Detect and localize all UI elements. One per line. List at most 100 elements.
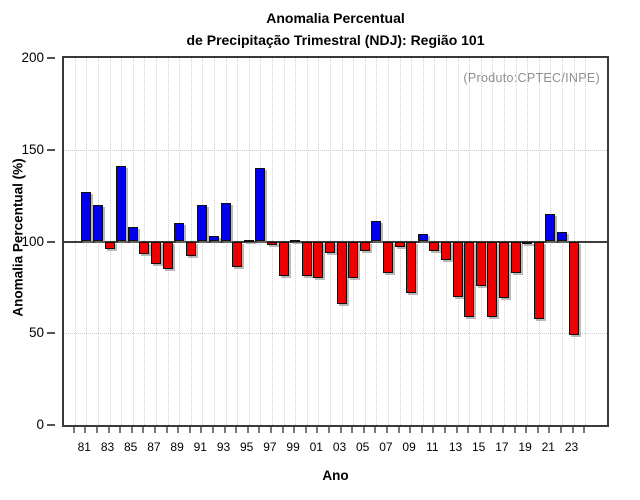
y-tick-label-200: 200 [21, 50, 44, 65]
x-tick-1987 [153, 427, 156, 433]
x-tick-1983 [107, 427, 110, 433]
x-tick-label-17: 17 [495, 440, 509, 454]
bar-2019 [522, 241, 533, 244]
x-tick-label-21: 21 [541, 440, 555, 454]
bar-1992 [208, 235, 219, 242]
x-tick-2005 [362, 427, 365, 433]
x-tick-2004 [351, 427, 354, 433]
bar-1984 [116, 166, 127, 242]
x-tick-1990 [188, 427, 191, 433]
y-tick-50 [47, 332, 55, 335]
bar-2007 [382, 241, 393, 273]
x-tick-label-23: 23 [564, 440, 579, 454]
bar-2017 [498, 241, 509, 299]
x-tick-label-15: 15 [472, 440, 486, 454]
x-tick-label-97: 97 [263, 440, 277, 454]
x-tick-label-01: 01 [309, 440, 323, 454]
bar-2006 [371, 221, 382, 242]
bar-2008 [394, 241, 405, 247]
x-tick-1991 [200, 427, 203, 433]
x-tick-label-05: 05 [356, 440, 370, 454]
x-tick-1999 [293, 427, 296, 433]
bar-2013 [452, 241, 463, 297]
bar-1982 [92, 204, 103, 242]
x-tick-label-09: 09 [402, 440, 416, 454]
x-tick-label-91: 91 [193, 440, 207, 454]
x-tick-2011 [432, 427, 435, 433]
x-tick-label-13: 13 [448, 440, 463, 454]
chart-title-line-2: de Precipitação Trimestral (NDJ): Região… [186, 31, 485, 48]
chart-title-line-1: Anomalia Percentual [266, 10, 405, 26]
bar-2020 [533, 241, 544, 319]
bar-2014 [464, 241, 475, 317]
bar-1995 [243, 239, 254, 242]
x-tick-2023 [571, 427, 574, 433]
bar-1983 [104, 241, 115, 249]
x-tick-2008 [397, 427, 400, 433]
bar-1987 [150, 241, 161, 264]
bar-1986 [139, 241, 150, 255]
bar-2009 [406, 241, 417, 293]
bar-1991 [197, 204, 208, 242]
x-tick-label-07: 07 [379, 440, 393, 454]
y-tick-200 [47, 57, 55, 59]
bar-2010 [417, 234, 428, 242]
x-tick-label-87: 87 [147, 440, 161, 454]
bar-2000 [301, 241, 312, 277]
x-tick-label-11: 11 [426, 440, 439, 454]
bar-1985 [127, 226, 138, 242]
x-tick-2003 [339, 427, 342, 433]
bar-2003 [336, 241, 347, 304]
x-tick-1995 [246, 427, 249, 433]
product-annotation: (Produto:CPTEC/INPE) [463, 71, 600, 85]
y-tick-label-50: 50 [28, 325, 44, 341]
x-tick-1992 [211, 427, 214, 433]
bar-1993 [220, 202, 231, 242]
plot-area: (Produto:CPTEC/INPE) [62, 56, 609, 427]
x-tick-2024 [583, 427, 586, 433]
bar-2015 [475, 241, 486, 286]
bar-2021 [545, 213, 556, 242]
x-tick-2020 [536, 427, 539, 433]
bar-1988 [162, 241, 173, 270]
horizontal-gridline-50 [64, 333, 607, 335]
x-tick-2009 [409, 427, 412, 433]
y-tick-label-150: 150 [21, 141, 44, 157]
x-tick-1982 [95, 427, 98, 433]
x-tick-1996 [258, 427, 261, 433]
x-tick-2021 [548, 427, 551, 433]
bar-1998 [278, 241, 289, 277]
x-tick-label-81: 81 [77, 440, 91, 454]
x-tick-1980 [72, 427, 75, 433]
x-tick-1981 [84, 427, 87, 433]
x-tick-2022 [559, 427, 562, 433]
y-tick-150 [47, 148, 55, 151]
x-tick-1985 [130, 427, 133, 433]
x-tick-label-83: 83 [100, 440, 115, 454]
bar-2012 [440, 241, 451, 260]
x-tick-2015 [478, 427, 481, 433]
x-tick-2019 [525, 427, 528, 433]
x-tick-2010 [420, 427, 423, 433]
bar-1990 [185, 241, 196, 257]
x-tick-2000 [304, 427, 307, 433]
bar-2001 [313, 241, 324, 279]
bar-2022 [556, 232, 567, 242]
bar-2023 [568, 241, 579, 336]
bar-2004 [348, 241, 359, 279]
bar-2002 [324, 241, 335, 253]
x-tick-label-95: 95 [240, 440, 254, 454]
x-tick-label-89: 89 [170, 440, 184, 454]
x-tick-label-85: 85 [124, 440, 138, 454]
bar-2018 [510, 241, 521, 273]
x-tick-1993 [223, 427, 226, 433]
baseline-100-line [64, 240, 607, 243]
bar-2005 [359, 241, 370, 251]
bar-2016 [487, 241, 498, 317]
bar-1989 [174, 223, 185, 242]
horizontal-gridline-150 [64, 149, 607, 151]
bar-2011 [429, 241, 440, 251]
x-tick-2016 [490, 427, 493, 433]
x-tick-label-93: 93 [216, 440, 231, 454]
